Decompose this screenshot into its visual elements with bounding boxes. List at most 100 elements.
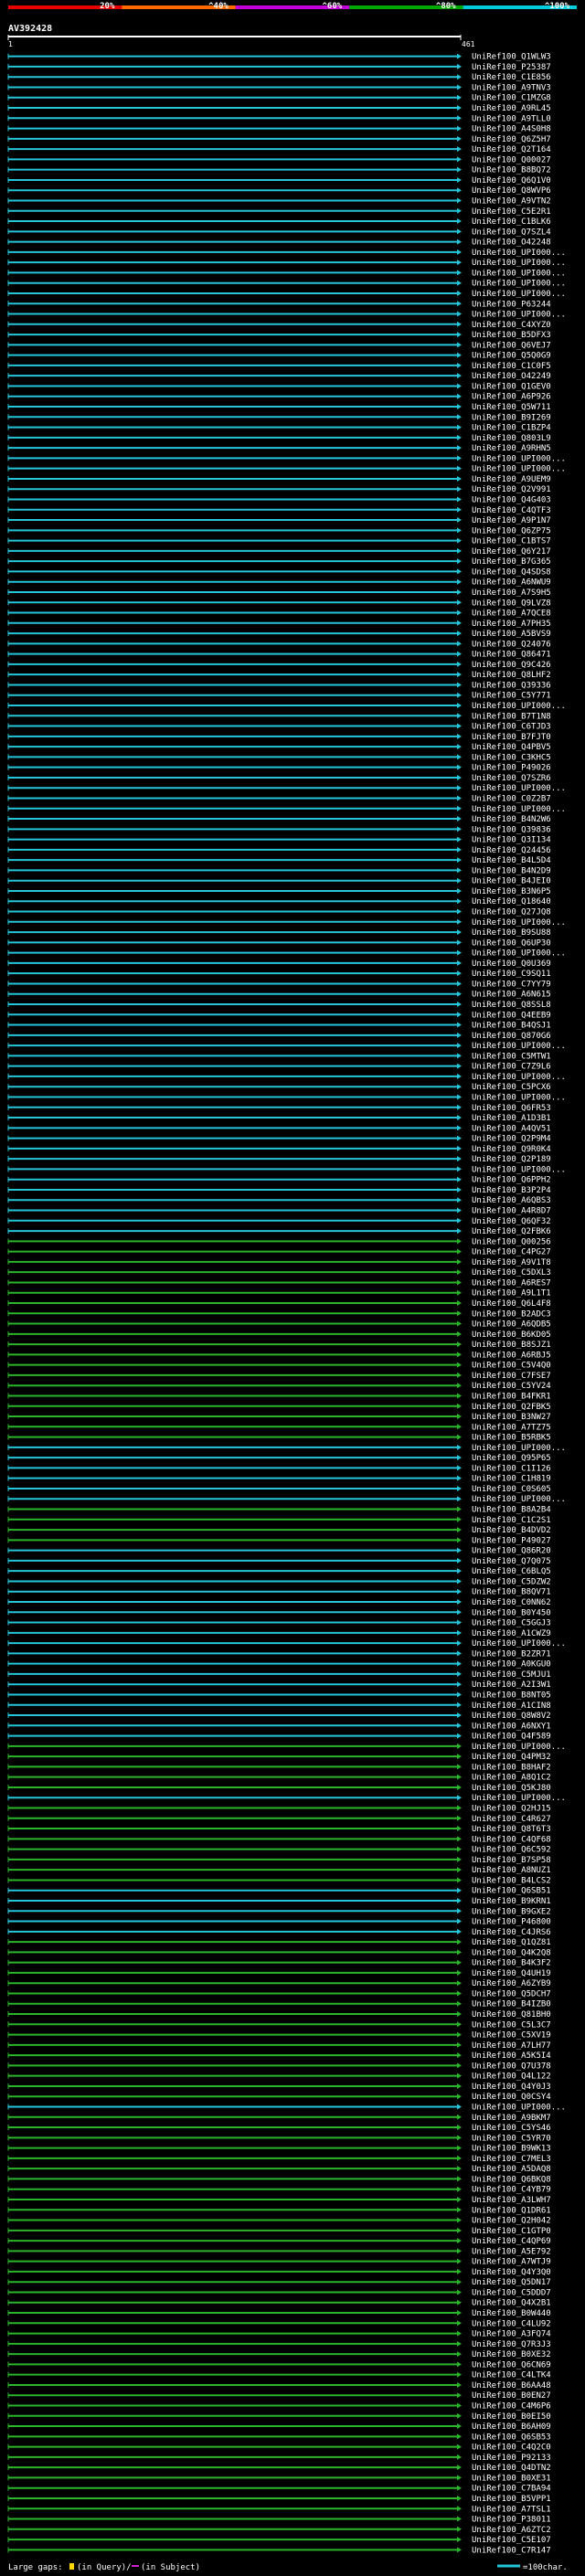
hit-row[interactable]: UniRef100_UPI000... xyxy=(7,269,566,278)
hit-row[interactable]: UniRef100_B7T1N8 xyxy=(7,712,551,721)
hit-label[interactable]: UniRef100_P46800 xyxy=(472,1918,551,1927)
hit-row[interactable]: UniRef100_B5VPP1 xyxy=(7,2495,551,2504)
hit-label[interactable]: UniRef100_B0XE31 xyxy=(472,2474,551,2483)
hit-row[interactable]: UniRef100_B0Y450 xyxy=(7,1608,551,1617)
hit-row[interactable]: UniRef100_Q7SZR6 xyxy=(7,774,551,783)
hit-label[interactable]: UniRef100_A6NWU9 xyxy=(472,578,551,588)
hit-row[interactable]: UniRef100_A1CIN8 xyxy=(7,1701,551,1711)
hit-label[interactable]: UniRef100_A0KGU0 xyxy=(472,1660,551,1670)
hit-label[interactable]: UniRef100_A7TZ75 xyxy=(472,1423,551,1432)
hit-row[interactable]: UniRef100_C7MEL3 xyxy=(7,2155,551,2164)
hit-label[interactable]: UniRef100_A4QV51 xyxy=(472,1124,551,1133)
hit-label[interactable]: UniRef100_B6KD05 xyxy=(472,1330,551,1340)
hit-label[interactable]: UniRef100_UPI000... xyxy=(472,918,566,928)
hit-row[interactable]: UniRef100_C1C2S1 xyxy=(7,1516,551,1525)
hit-row[interactable]: UniRef100_Q6FR53 xyxy=(7,1104,551,1113)
hit-row[interactable]: UniRef100_UPI000... xyxy=(7,1743,566,1752)
hit-label[interactable]: UniRef100_Q2FBK6 xyxy=(472,1227,551,1236)
hit-label[interactable]: UniRef100_Q6FR53 xyxy=(472,1104,551,1113)
hit-row[interactable]: UniRef100_B0EI50 xyxy=(7,2412,551,2422)
hit-label[interactable]: UniRef100_Q803L9 xyxy=(472,434,551,443)
hit-label[interactable]: UniRef100_A9V1T8 xyxy=(472,1258,551,1267)
hit-row[interactable]: UniRef100_C0Z2B7 xyxy=(7,794,551,803)
hit-label[interactable]: UniRef100_C4QF68 xyxy=(472,1835,551,1844)
hit-row[interactable]: UniRef100_B0EN27 xyxy=(7,2391,551,2401)
hit-row[interactable]: UniRef100_C4R627 xyxy=(7,1815,551,1824)
hit-label[interactable]: UniRef100_Q8W8V2 xyxy=(472,1712,551,1721)
hit-label[interactable]: UniRef100_A6ZYB9 xyxy=(472,1979,551,1988)
hit-label[interactable]: UniRef100_A6QDB5 xyxy=(472,1320,551,1330)
hit-row[interactable]: UniRef100_B3NW27 xyxy=(7,1413,551,1422)
hit-row[interactable]: UniRef100_A7TZ75 xyxy=(7,1423,551,1432)
hit-label[interactable]: UniRef100_O42249 xyxy=(472,372,551,381)
hit-row[interactable]: UniRef100_Q4F589 xyxy=(7,1733,551,1742)
hit-label[interactable]: UniRef100_UPI000... xyxy=(472,1444,566,1453)
hit-row[interactable]: UniRef100_B4N2W6 xyxy=(7,815,551,824)
hit-label[interactable]: UniRef100_Q6VEJ7 xyxy=(472,341,551,350)
hit-label[interactable]: UniRef100_B9WK13 xyxy=(472,2145,551,2154)
hit-label[interactable]: UniRef100_A5DAQ8 xyxy=(472,2165,551,2174)
hit-row[interactable]: UniRef100_A9TNV3 xyxy=(7,83,551,92)
hit-row[interactable]: UniRef100_C5YV24 xyxy=(7,1382,551,1391)
hit-label[interactable]: UniRef100_C5Y771 xyxy=(472,692,551,701)
hit-label[interactable]: UniRef100_Q2P9M4 xyxy=(472,1135,551,1144)
hit-label[interactable]: UniRef100_UPI000... xyxy=(472,249,566,258)
hit-row[interactable]: UniRef100_UPI000... xyxy=(7,949,566,959)
hit-row[interactable]: UniRef100_B8SJZ1 xyxy=(7,1341,551,1350)
hit-row[interactable]: UniRef100_UPI000... xyxy=(7,1639,566,1648)
hit-label[interactable]: UniRef100_C0S605 xyxy=(472,1485,551,1494)
hit-label[interactable]: UniRef100_C7R147 xyxy=(472,2546,551,2555)
hit-label[interactable]: UniRef100_C5DXL3 xyxy=(472,1268,551,1277)
hit-label[interactable]: UniRef100_B8QV71 xyxy=(472,1588,551,1597)
hit-row[interactable]: UniRef100_Q6Y217 xyxy=(7,547,551,557)
hit-label[interactable]: UniRef100_O42248 xyxy=(472,239,551,248)
hit-row[interactable]: UniRef100_C5DZW2 xyxy=(7,1577,551,1586)
hit-label[interactable]: UniRef100_B3P2P4 xyxy=(472,1186,551,1195)
hit-row[interactable]: UniRef100_B4N2D9 xyxy=(7,866,551,875)
hit-label[interactable]: UniRef100_A7PH35 xyxy=(472,620,551,629)
hit-label[interactable]: UniRef100_A3FQ74 xyxy=(472,2330,551,2339)
hit-row[interactable]: UniRef100_B9WK13 xyxy=(7,2145,551,2154)
hit-row[interactable]: UniRef100_Q4EEB9 xyxy=(7,1011,551,1020)
hit-label[interactable]: UniRef100_Q4DTN2 xyxy=(472,2464,551,2473)
hit-label[interactable]: UniRef100_A6QBS3 xyxy=(472,1196,551,1205)
hit-label[interactable]: UniRef100_Q6L4F8 xyxy=(472,1299,551,1309)
hit-label[interactable]: UniRef100_C4XYZ0 xyxy=(472,321,551,330)
hit-label[interactable]: UniRef100_Q1WLW3 xyxy=(472,53,551,62)
hit-row[interactable]: UniRef100_B4DVD2 xyxy=(7,1526,551,1535)
hit-row[interactable]: UniRef100_Q6Z5H7 xyxy=(7,135,551,144)
hit-label[interactable]: UniRef100_C5XV19 xyxy=(472,2031,551,2041)
hit-label[interactable]: UniRef100_A9VTN2 xyxy=(472,196,551,206)
hit-row[interactable]: UniRef100_Q6SB53 xyxy=(7,2433,551,2442)
hit-row[interactable]: UniRef100_UPI000... xyxy=(7,918,566,928)
hit-row[interactable]: UniRef100_UPI000... xyxy=(7,249,566,258)
hit-row[interactable]: UniRef100_C0NN62 xyxy=(7,1598,551,1607)
hit-row[interactable]: UniRef100_Q6Q1V0 xyxy=(7,176,551,186)
hit-label[interactable]: UniRef100_Q4PBV5 xyxy=(472,743,551,752)
hit-row[interactable]: UniRef100_Q27JQ8 xyxy=(7,908,551,917)
hit-row[interactable]: UniRef100_A6RES7 xyxy=(7,1278,551,1288)
hit-row[interactable]: UniRef100_B6KD05 xyxy=(7,1330,551,1340)
hit-row[interactable]: UniRef100_Q1WLW3 xyxy=(7,53,551,62)
hit-label[interactable]: UniRef100_Q86471 xyxy=(472,651,551,660)
hit-label[interactable]: UniRef100_C7MEL3 xyxy=(472,2155,551,2164)
hit-label[interactable]: UniRef100_C4YB79 xyxy=(472,2186,551,2195)
hit-row[interactable]: UniRef100_B4IZB0 xyxy=(7,2000,551,2009)
hit-row[interactable]: UniRef100_P38011 xyxy=(7,2516,551,2525)
hit-label[interactable]: UniRef100_C4R627 xyxy=(472,1815,551,1824)
hit-row[interactable]: UniRef100_C5GGJ3 xyxy=(7,1619,551,1628)
hit-row[interactable]: UniRef100_C4QF68 xyxy=(7,1835,551,1844)
hit-row[interactable]: UniRef100_UPI000... xyxy=(7,1073,566,1082)
hit-row[interactable]: UniRef100_C7FSE7 xyxy=(7,1372,551,1381)
hit-row[interactable]: UniRef100_B9I269 xyxy=(7,413,551,422)
hit-label[interactable]: UniRef100_P63244 xyxy=(472,300,551,309)
hit-row[interactable]: UniRef100_P49026 xyxy=(7,764,551,773)
hit-row[interactable]: UniRef100_A3FQ74 xyxy=(7,2330,551,2339)
hit-label[interactable]: UniRef100_C5DZW2 xyxy=(472,1577,551,1586)
hit-row[interactable]: UniRef100_UPI000... xyxy=(7,465,566,474)
hit-label[interactable]: UniRef100_A5K5I4 xyxy=(472,2051,551,2061)
hit-row[interactable]: UniRef100_Q2H042 xyxy=(7,2217,551,2226)
hit-row[interactable]: UniRef100_A7PH35 xyxy=(7,620,551,629)
hit-label[interactable]: UniRef100_B9SU88 xyxy=(472,928,551,938)
hit-label[interactable]: UniRef100_C1C0F5 xyxy=(472,362,551,371)
